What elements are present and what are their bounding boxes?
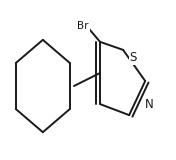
- Text: S: S: [130, 51, 137, 64]
- Text: Br: Br: [77, 21, 89, 31]
- Text: N: N: [145, 98, 154, 111]
